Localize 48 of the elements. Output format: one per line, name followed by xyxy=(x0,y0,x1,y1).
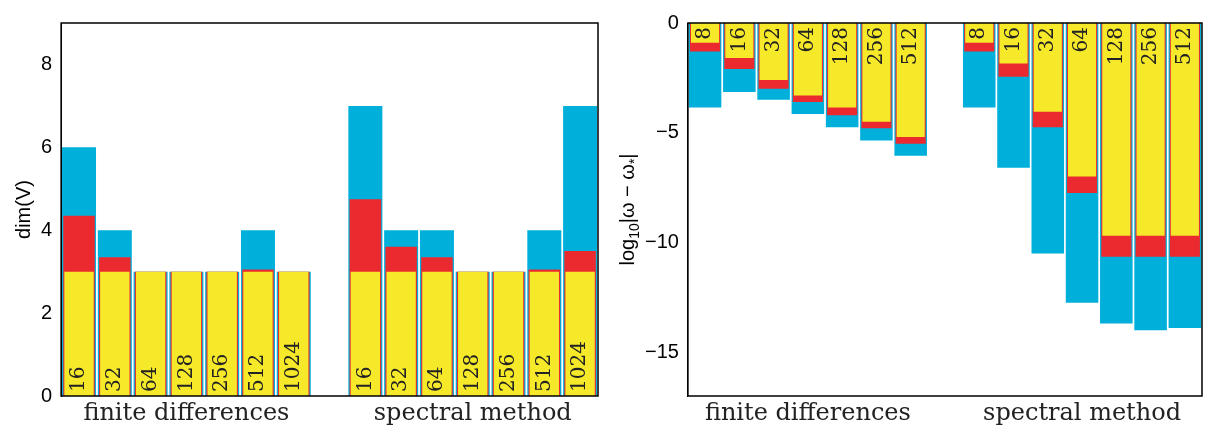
x-tick-label: 128 xyxy=(458,353,483,392)
x-tick-label: 128 xyxy=(172,353,197,392)
x-tick-label: 512 xyxy=(530,353,555,392)
x-tick-label: 16 xyxy=(65,366,90,392)
x-tick-label: 64 xyxy=(794,27,819,53)
y-tick-label: 0 xyxy=(41,383,53,406)
bar xyxy=(422,271,452,396)
x-tick-label: 512 xyxy=(244,353,269,392)
x-tick-label: 8 xyxy=(691,27,716,40)
x-tick-label: 128 xyxy=(828,27,853,66)
x-tick-label: 256 xyxy=(862,27,887,66)
x-tick-label: 16 xyxy=(725,27,750,53)
x-tick-label: 512 xyxy=(1171,27,1196,66)
y-tick-label: 4 xyxy=(41,217,53,240)
y-tick-label: −5 xyxy=(656,120,679,143)
x-tick-label: 32 xyxy=(101,366,126,392)
y-axis-title: dim(V) xyxy=(11,180,34,239)
y-tick-label: 0 xyxy=(667,10,679,33)
x-tick-label: 128 xyxy=(1102,27,1127,66)
bar xyxy=(350,271,381,396)
x-tick-label: 256 xyxy=(1136,27,1161,66)
x-tick-label: 16 xyxy=(999,27,1024,53)
y-tick-label: 2 xyxy=(41,300,53,323)
x-tick-label: 64 xyxy=(136,366,161,392)
text: finite differences xyxy=(704,398,911,427)
x-tick-label: 32 xyxy=(759,27,784,53)
bar xyxy=(386,271,416,396)
y-tick-label: −10 xyxy=(644,229,679,252)
text: spectral method xyxy=(983,398,1182,427)
x-tick-label: 1024 xyxy=(279,341,304,392)
y-tick-label: −15 xyxy=(644,339,679,362)
text: finite differences xyxy=(83,398,290,427)
x-tick-label: 256 xyxy=(208,353,233,392)
x-tick-label: 32 xyxy=(1033,27,1058,53)
x-tick-label: 1024 xyxy=(566,341,591,392)
x-tick-label: 8 xyxy=(965,27,990,40)
x-tick-label: 64 xyxy=(423,366,448,392)
x-tick-label: 256 xyxy=(494,353,519,392)
x-tick-label: 16 xyxy=(351,366,376,392)
bar xyxy=(565,271,595,396)
x-tick-label: 64 xyxy=(1068,27,1093,53)
y-tick-label: 6 xyxy=(41,134,53,157)
x-tick-label: 512 xyxy=(896,27,921,66)
text: spectral method xyxy=(373,398,572,427)
bar xyxy=(100,271,130,396)
y-axis-title: log10|ω − ω*| xyxy=(615,153,642,266)
x-tick-label: 32 xyxy=(387,366,412,392)
bar xyxy=(64,271,94,396)
